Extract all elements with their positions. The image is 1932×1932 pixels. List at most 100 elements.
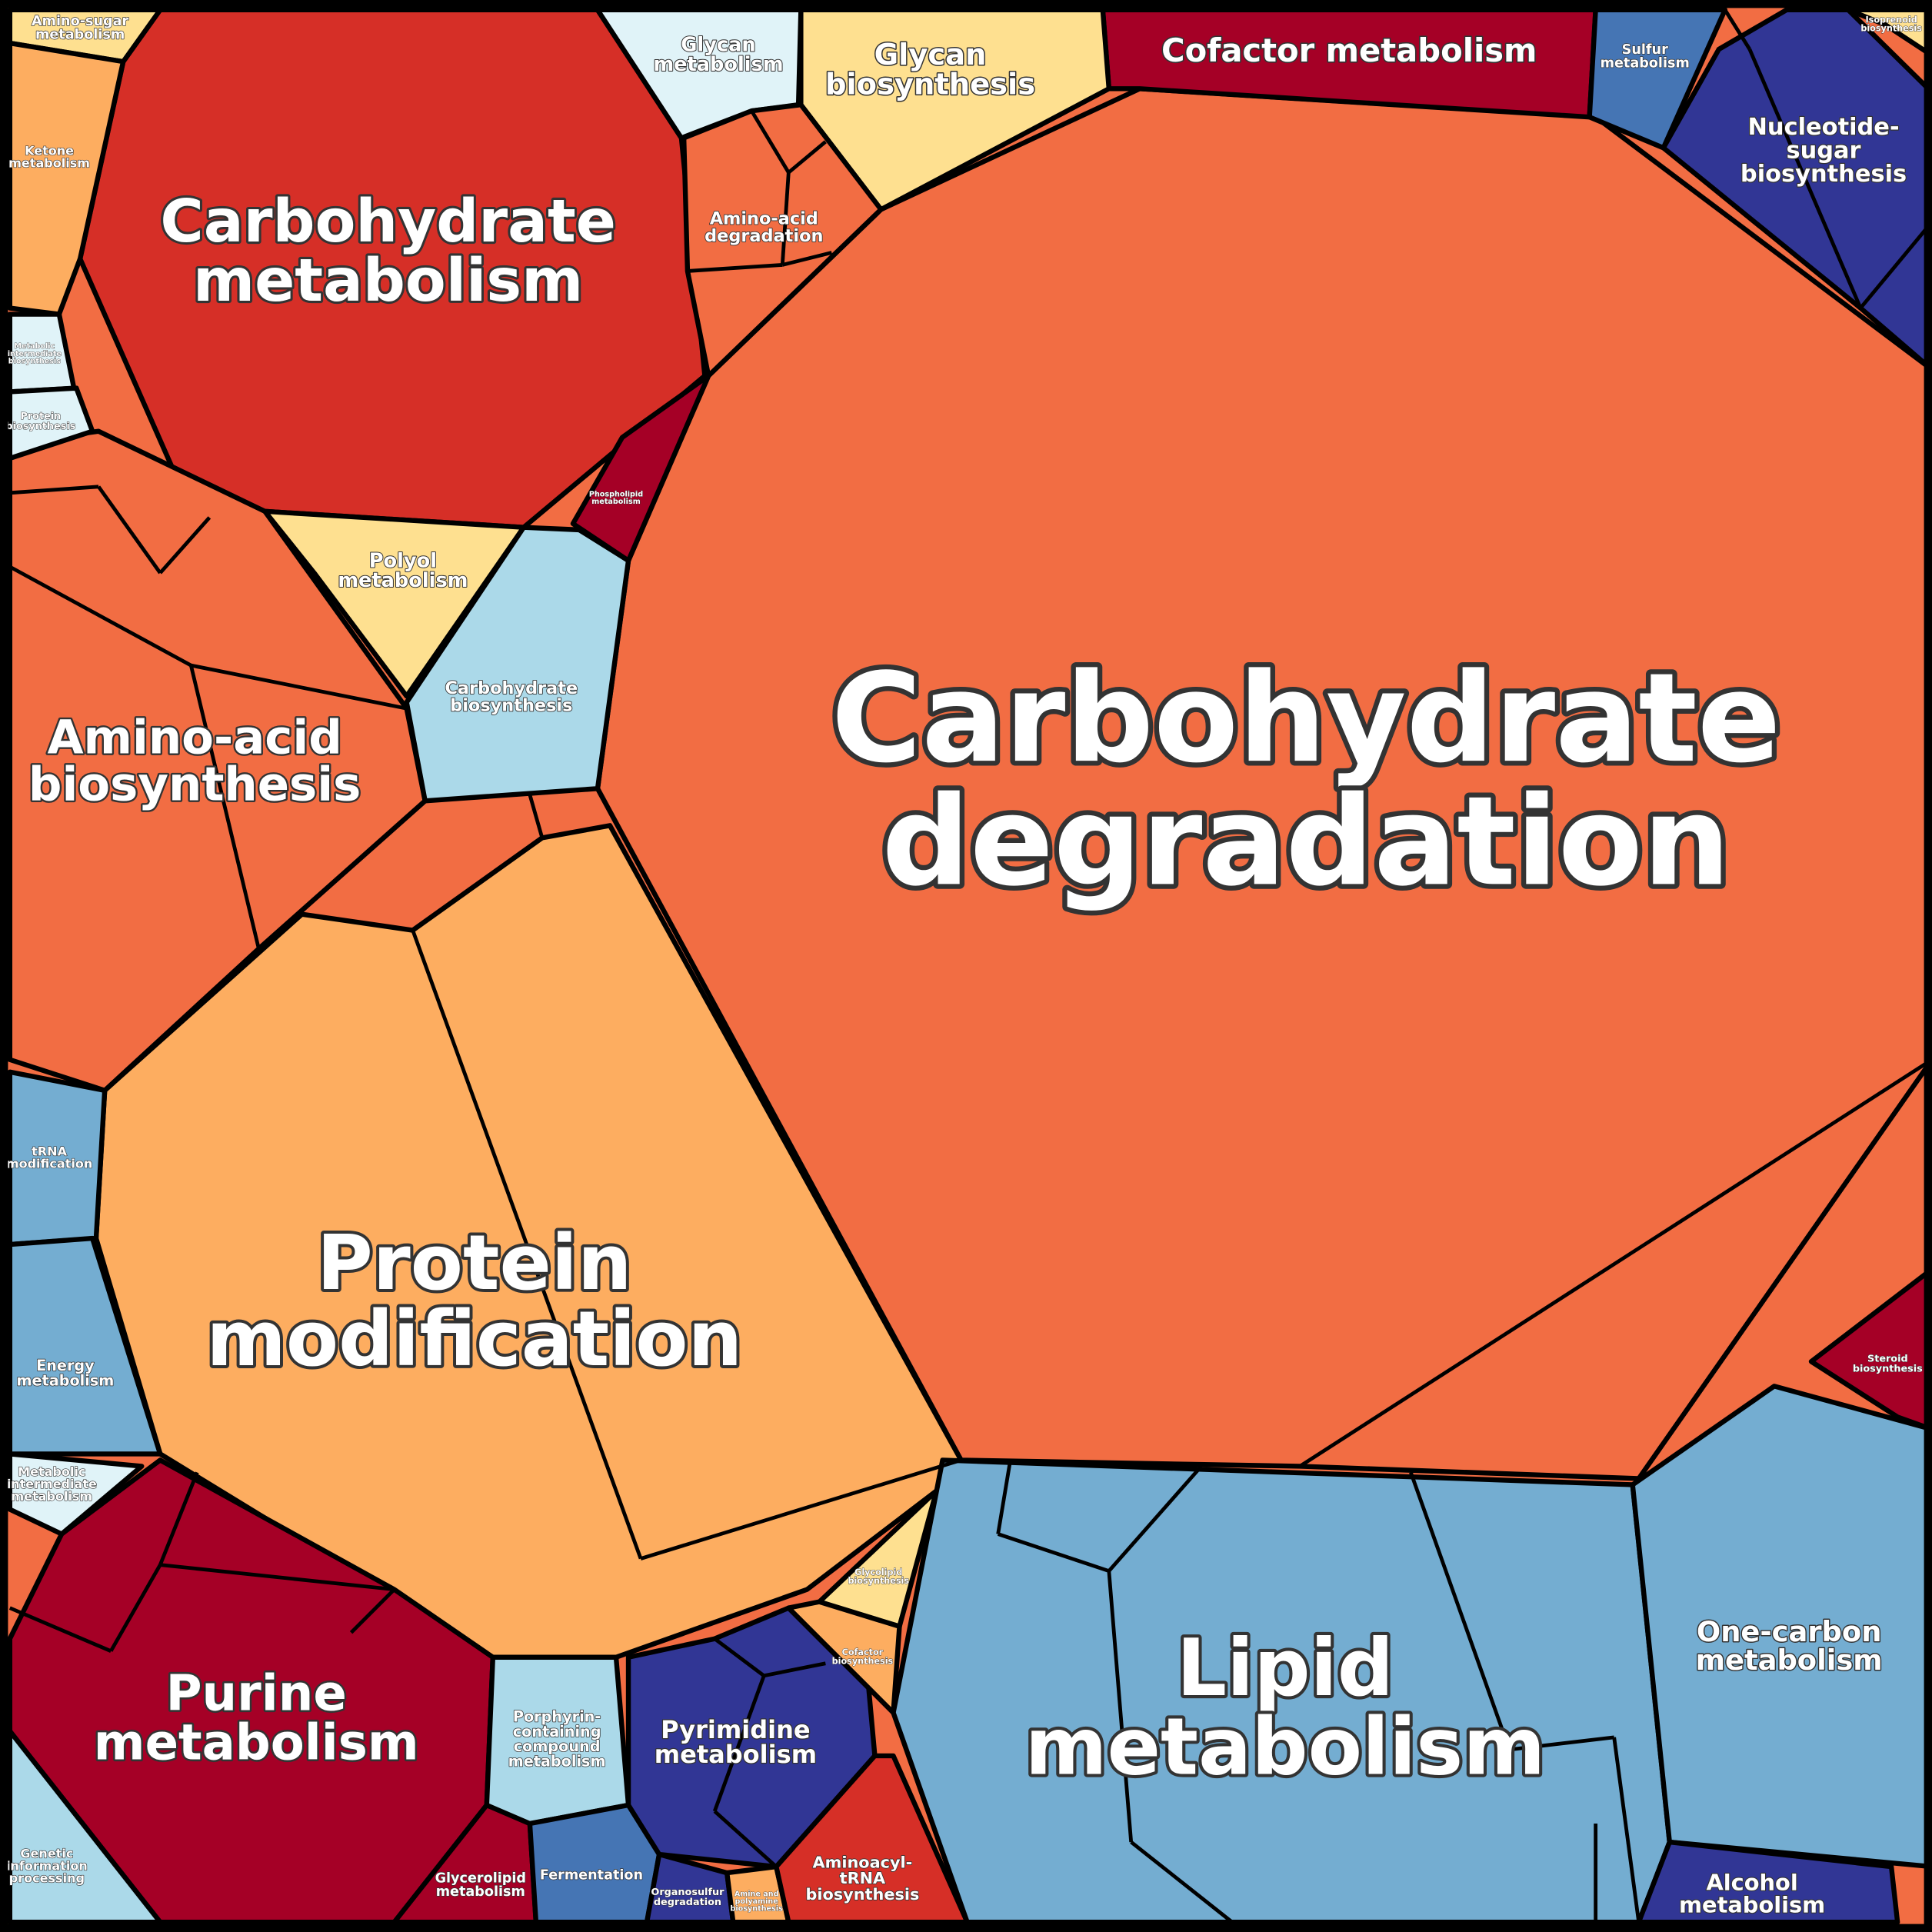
cell-label: Protein bbox=[20, 411, 61, 422]
sub-border bbox=[1723, 8, 1751, 51]
sub-border bbox=[411, 929, 643, 1560]
cell-label: metabolism bbox=[16, 1371, 114, 1389]
sub-border bbox=[160, 1563, 395, 1592]
cell-label: biosynthesis bbox=[825, 68, 1035, 102]
sub-border bbox=[712, 1674, 766, 1812]
cell-label: metabolism bbox=[1025, 1701, 1545, 1793]
cell-label: Amino-acid bbox=[47, 710, 341, 764]
sub-border bbox=[1409, 1471, 1511, 1750]
cell bbox=[7, 1451, 145, 1537]
cell-label: Metabolic bbox=[14, 342, 55, 351]
cell-label: degradation bbox=[654, 1897, 721, 1908]
cell-label: intermediate bbox=[7, 1477, 97, 1491]
sub-border bbox=[996, 1460, 1013, 1534]
sub-border bbox=[1612, 1737, 1641, 1923]
cell bbox=[1636, 1839, 1900, 1925]
cell-label: Pyrimidine bbox=[661, 1715, 811, 1744]
cell-label: Aminoacyl- bbox=[813, 1853, 913, 1871]
sub-border bbox=[528, 794, 545, 839]
cell bbox=[1587, 7, 1728, 151]
cells bbox=[7, 7, 1932, 1925]
cell-label: biosynthesis bbox=[805, 1885, 919, 1904]
cell bbox=[7, 40, 126, 317]
cell-label: Carbohydrate bbox=[445, 678, 578, 698]
cell-label: metabolism bbox=[193, 247, 583, 315]
cell bbox=[7, 1069, 108, 1247]
cell-label: Steroid bbox=[1867, 1354, 1908, 1365]
sub-border bbox=[763, 1661, 826, 1678]
cell bbox=[7, 1235, 163, 1457]
sub-border bbox=[97, 485, 162, 575]
cell-label: metabolism bbox=[655, 1740, 817, 1769]
sub-border bbox=[190, 663, 408, 711]
sub-border bbox=[640, 1458, 962, 1561]
cell-label: processing bbox=[9, 1871, 85, 1886]
sub-border bbox=[9, 485, 99, 495]
sub-cell-borders bbox=[8, 8, 1932, 1924]
cell-label: intermediate bbox=[8, 350, 62, 358]
cell-label: sugar bbox=[1786, 138, 1860, 165]
sub-border bbox=[349, 1587, 396, 1634]
cell-label: Amino-acid bbox=[710, 209, 818, 229]
cell-label: metabolism bbox=[1696, 1644, 1883, 1677]
cell-label: Energy bbox=[36, 1357, 95, 1374]
sub-border bbox=[997, 1532, 1110, 1573]
cell-label: Alcohol bbox=[1706, 1870, 1797, 1896]
cell-label: compound bbox=[514, 1737, 601, 1755]
sub-border bbox=[1108, 1464, 1203, 1573]
cell-label: biosynthesis bbox=[731, 1905, 784, 1914]
cell-label: metabolism bbox=[94, 1715, 419, 1772]
cell-label: Amino-sugar bbox=[32, 14, 128, 29]
cell-label: Genetic bbox=[20, 1847, 73, 1861]
cell-label: Glycolipid bbox=[854, 1567, 902, 1577]
cell bbox=[7, 1728, 163, 1925]
cell bbox=[1661, 7, 1932, 372]
cell-label: biosynthesis bbox=[8, 357, 62, 365]
cell-label: Glycan bbox=[874, 38, 987, 72]
cell-label: metabolism bbox=[338, 569, 468, 592]
cell bbox=[786, 1599, 902, 1716]
cell-label: Cofactor bbox=[842, 1647, 884, 1657]
sub-border bbox=[109, 1564, 162, 1652]
cell-label: Fermentation bbox=[540, 1867, 643, 1883]
sub-border bbox=[301, 912, 414, 932]
sub-border bbox=[1747, 48, 1863, 309]
sub-border bbox=[687, 263, 783, 273]
cell-label: containing bbox=[513, 1723, 601, 1740]
labels: Carbohydrate degradation Carbohydrate metab… bbox=[5, 13, 1924, 1918]
cell-label: biosynthesis bbox=[848, 1576, 909, 1586]
sub-border bbox=[780, 172, 791, 265]
sub-border bbox=[713, 1810, 778, 1868]
cell bbox=[1808, 1266, 1932, 1432]
cell bbox=[774, 1753, 970, 1925]
cell-label: metabolism bbox=[11, 1489, 92, 1504]
cell-label: Nucleotide- bbox=[1747, 114, 1899, 141]
cell-label: Phospholipid bbox=[589, 490, 643, 498]
cell-label: biosynthesis bbox=[1740, 161, 1907, 188]
sub-border bbox=[1859, 220, 1932, 310]
cell-label: Lipid bbox=[1177, 1623, 1394, 1714]
cell-label: Purine bbox=[166, 1666, 347, 1723]
sub-border bbox=[8, 565, 192, 668]
sub-border bbox=[1130, 1840, 1234, 1924]
cell-label: Ketone bbox=[25, 144, 74, 158]
sub-border bbox=[713, 1637, 765, 1677]
cell-label: Carbohydrate bbox=[831, 646, 1781, 790]
cell-label: metabolism bbox=[436, 1884, 525, 1900]
cell-label: One-carbon bbox=[1697, 1615, 1882, 1648]
cell-label: metabolism bbox=[1601, 56, 1690, 72]
cell bbox=[262, 508, 527, 699]
cell-label: Sulfur bbox=[1622, 42, 1668, 58]
cell-label: biosynthesis bbox=[832, 1656, 894, 1666]
cell-label: biosynthesis bbox=[450, 695, 572, 715]
cell-label: Metabolic bbox=[18, 1464, 85, 1479]
sub-border bbox=[787, 140, 827, 175]
cell-label: tRNA bbox=[32, 1144, 67, 1158]
cell bbox=[7, 385, 95, 461]
sub-border bbox=[188, 665, 261, 950]
cell-label: metabolism bbox=[8, 156, 90, 171]
cell-label: biosynthesis bbox=[5, 421, 75, 432]
cell-label: Isoprenoid bbox=[1866, 15, 1917, 25]
